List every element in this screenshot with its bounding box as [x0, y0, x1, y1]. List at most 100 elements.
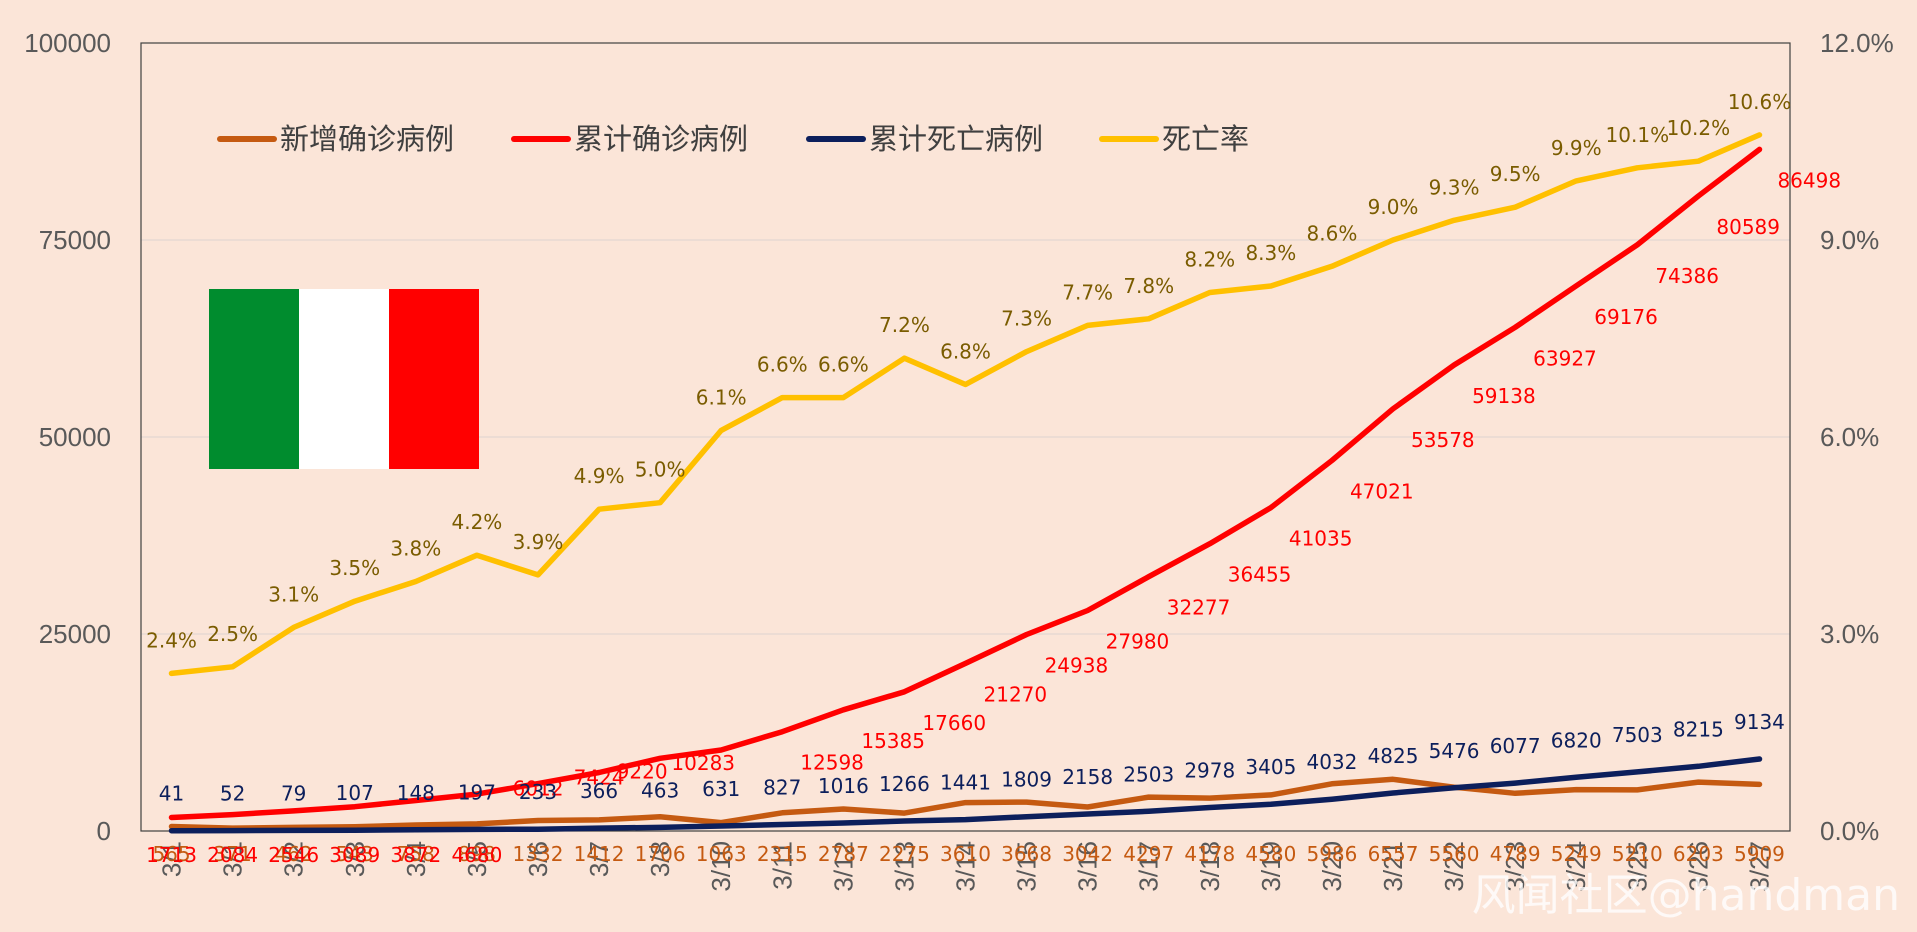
- data-label: 3872: [390, 843, 441, 867]
- data-label: 148: [397, 781, 435, 805]
- data-label: 5909: [1734, 842, 1785, 866]
- data-label: 8.2%: [1184, 248, 1235, 272]
- x-tick-label: 3/13: [889, 841, 919, 892]
- data-label: 2158: [1062, 765, 1113, 789]
- data-label: 6.6%: [757, 353, 808, 377]
- data-label: 6.8%: [940, 339, 991, 363]
- data-label: 21270: [984, 682, 1048, 706]
- x-tick-label: 3/15: [1012, 841, 1042, 892]
- data-label: 4297: [1123, 842, 1174, 866]
- data-label: 79: [281, 781, 306, 805]
- data-label: 69176: [1594, 305, 1658, 329]
- x-tick-label: 3/17: [1134, 841, 1164, 892]
- x-tick-label: 3/12: [828, 841, 858, 892]
- x-tick-label: 3/1: [218, 841, 248, 877]
- data-labels: 565 371 462 543 758 898 1332 1412 1706 1063 2315 27…: [146, 90, 1841, 867]
- legend-entry: 累计确诊病例: [574, 122, 748, 156]
- data-label: 7.7%: [1062, 280, 1113, 304]
- data-label: 758: [397, 842, 435, 866]
- data-label: 4580: [1245, 842, 1296, 866]
- data-label: 2275: [879, 842, 930, 866]
- x-tick-label: 3/16: [1073, 841, 1103, 892]
- y-right-tick-label: 6.0%: [1820, 422, 1879, 452]
- x-tick-label: 3/19: [1256, 841, 1286, 892]
- x-axis: 3/1 3/1 3/2 3/3 3/4 3/5 3/6 3/7 3/8 3/10 3/11 3/12 3…: [157, 841, 1775, 892]
- data-label: 3.9%: [513, 530, 564, 554]
- data-label: 1266: [879, 772, 930, 796]
- data-label: 1063: [696, 842, 747, 866]
- data-label: 4178: [1184, 842, 1235, 866]
- x-tick-label: 3/27: [1744, 841, 1774, 892]
- data-label: 63927: [1533, 346, 1597, 370]
- data-label: 9.9%: [1551, 136, 1602, 160]
- data-label: 233: [519, 780, 557, 804]
- data-label: 5210: [1612, 842, 1663, 866]
- legend: 新增确诊病例 累计确诊病例 累计死亡病例 死亡率: [217, 122, 1249, 156]
- data-label: 24938: [1045, 653, 1109, 677]
- data-label: 9220: [617, 759, 668, 783]
- data-label: 565: [152, 842, 190, 866]
- flag-stripe-red: [389, 289, 479, 469]
- data-label: 6012: [513, 777, 564, 801]
- data-label: 6.6%: [818, 353, 869, 377]
- y-right-tick-label: 9.0%: [1820, 225, 1879, 255]
- data-label: 9.5%: [1490, 162, 1541, 186]
- data-label: 1016: [818, 774, 869, 798]
- x-tick-label: 3/8: [645, 841, 675, 877]
- y-left-tick-label: 50000: [39, 422, 111, 452]
- data-label: 74386: [1655, 264, 1719, 288]
- data-label: 27980: [1106, 630, 1170, 654]
- data-label: 366: [580, 779, 618, 803]
- data-label: 80589: [1716, 215, 1780, 239]
- data-label: 7.2%: [879, 313, 930, 337]
- data-label: 47021: [1350, 479, 1414, 503]
- data-label: 2.4%: [146, 628, 197, 652]
- data-label: 1441: [940, 771, 991, 795]
- data-label: 2503: [1123, 762, 1174, 786]
- x-tick-label: 3/7: [584, 841, 614, 877]
- y-right-tick-label: 3.0%: [1820, 619, 1879, 649]
- data-label: 543: [336, 842, 374, 866]
- y-axis-left: 0 25000 50000 75000 100000: [24, 28, 111, 846]
- data-label: 52: [220, 782, 245, 806]
- data-label: 1412: [574, 842, 625, 866]
- x-tick-label: 3/24: [1561, 841, 1591, 892]
- flag-stripe-white: [299, 289, 389, 469]
- data-label: 3610: [940, 842, 991, 866]
- data-label: 5986: [1306, 842, 1357, 866]
- data-label: 6203: [1673, 842, 1724, 866]
- x-tick-label: 3/26: [1683, 841, 1713, 892]
- x-tick-label: 3/25: [1622, 841, 1652, 892]
- legend-entry: 累计死亡病例: [869, 122, 1043, 156]
- x-tick-label: 3/2: [279, 841, 309, 877]
- data-label: 631: [702, 777, 740, 801]
- data-label: 5.0%: [635, 458, 686, 482]
- data-label: 4680: [451, 843, 502, 867]
- data-label: 1706: [635, 842, 686, 866]
- data-label: 6.1%: [696, 385, 747, 409]
- data-label: 2546: [268, 843, 319, 867]
- data-label: 41035: [1289, 527, 1353, 551]
- data-label: 36455: [1228, 563, 1292, 587]
- data-label: 2315: [757, 842, 808, 866]
- data-label: 59138: [1472, 384, 1536, 408]
- data-label: 10.2%: [1667, 116, 1731, 140]
- data-label: 17660: [922, 711, 986, 735]
- x-tick-label: 3/4: [401, 841, 431, 877]
- data-label: 3405: [1245, 755, 1296, 779]
- data-label: 3.1%: [268, 582, 319, 606]
- x-tick-label: 3/5: [462, 841, 492, 877]
- data-label: 107: [336, 781, 374, 805]
- data-label: 827: [763, 775, 801, 799]
- data-label: 1332: [513, 842, 564, 866]
- y-right-tick-label: 12.0%: [1820, 28, 1894, 58]
- data-label: 3668: [1001, 842, 1052, 866]
- data-label: 6077: [1490, 734, 1541, 758]
- data-label: 3.5%: [329, 556, 380, 580]
- y-left-tick-label: 75000: [39, 225, 111, 255]
- data-label: 2978: [1184, 759, 1235, 783]
- data-label: 2084: [207, 843, 258, 867]
- data-label: 7.8%: [1123, 274, 1174, 298]
- data-label: 8215: [1673, 717, 1724, 741]
